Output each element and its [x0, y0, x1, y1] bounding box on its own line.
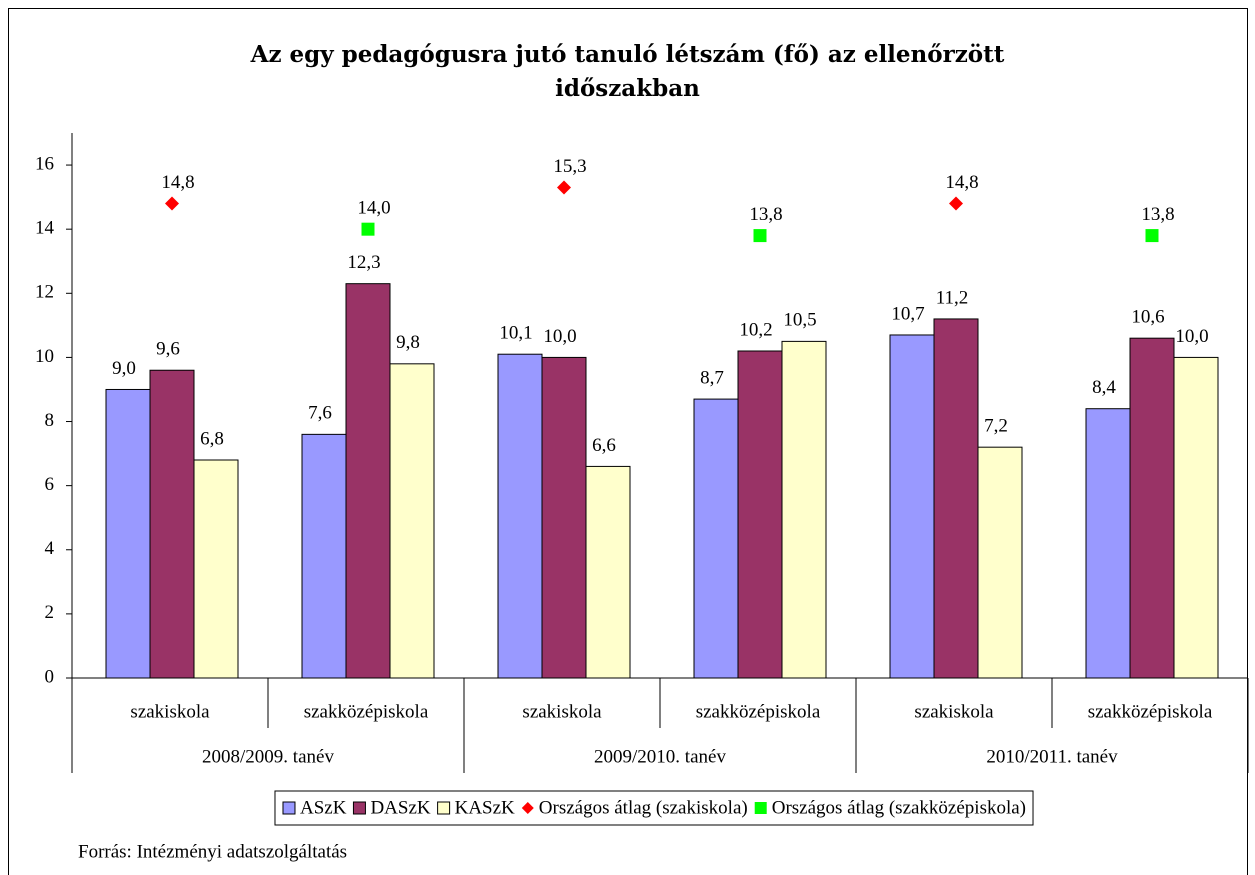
value-label: 14,8 — [161, 172, 194, 193]
value-label: 11,2 — [936, 287, 969, 308]
value-label: 10,6 — [1131, 307, 1164, 328]
legend-swatch — [352, 801, 366, 815]
x-tick-label: szakközépiskola — [304, 701, 429, 722]
bar — [345, 283, 391, 679]
group-label: 2008/2009. tanév — [202, 746, 334, 767]
legend-swatch — [754, 802, 767, 814]
legend-label: Országos átlag (szakiskola) — [539, 797, 748, 818]
x-tick-label: szakközépiskola — [1088, 701, 1213, 722]
y-tick-label: 12 — [35, 282, 54, 303]
marker — [753, 229, 767, 243]
legend-label: Országos átlag (szakközépiskola) — [772, 797, 1026, 818]
y-tick-label: 10 — [35, 346, 54, 367]
value-label: 14,8 — [945, 172, 978, 193]
bar — [977, 446, 1023, 679]
bar — [737, 350, 783, 679]
source-note: Forrás: Intézményi adatszolgáltatás — [78, 841, 347, 862]
bar — [781, 340, 827, 679]
marker — [557, 180, 571, 195]
y-tick-label: 14 — [35, 218, 55, 239]
bar — [585, 465, 631, 679]
legend-swatch — [437, 801, 451, 815]
x-tick-label: szakiskola — [130, 701, 210, 722]
value-label: 10,5 — [783, 310, 816, 331]
chart-frame — [8, 8, 1248, 875]
value-label: 7,2 — [984, 416, 1008, 437]
bar — [1173, 356, 1219, 679]
value-label: 10,0 — [1175, 326, 1208, 347]
marker — [949, 196, 963, 211]
bar — [301, 433, 347, 679]
bar — [933, 318, 979, 679]
bar — [1085, 408, 1131, 679]
legend-label: KASzK — [455, 797, 515, 818]
group-label: 2009/2010. tanév — [594, 746, 726, 767]
value-label: 10,7 — [891, 303, 924, 324]
value-label: 13,8 — [1141, 204, 1174, 225]
value-label: 9,6 — [156, 339, 180, 360]
chart-title: Az egy pedagógusra jutó tanuló létszám (… — [250, 41, 1005, 102]
value-label: 6,8 — [200, 428, 224, 449]
group-label: 2010/2011. tanév — [986, 746, 1118, 767]
bar — [889, 334, 935, 679]
value-label: 14,0 — [357, 198, 390, 219]
bar — [193, 459, 239, 679]
bar — [149, 369, 195, 679]
value-label: 13,8 — [749, 204, 782, 225]
value-label: 12,3 — [347, 252, 380, 273]
bar — [389, 363, 435, 679]
marker — [165, 196, 179, 211]
x-tick-label: szakiskola — [914, 701, 994, 722]
value-label: 10,2 — [739, 319, 772, 340]
value-label: 9,0 — [112, 358, 136, 379]
legend-label: DASzK — [370, 797, 430, 818]
value-label: 10,1 — [499, 323, 532, 344]
value-label: 7,6 — [308, 403, 332, 424]
x-tick-label: szakiskola — [522, 701, 602, 722]
y-tick-label: 4 — [45, 538, 55, 559]
x-tick-label: szakközépiskola — [696, 701, 821, 722]
y-tick-label: 2 — [45, 602, 55, 623]
value-label: 15,3 — [553, 156, 586, 177]
bar — [497, 353, 543, 679]
bar — [541, 356, 587, 679]
marker — [361, 222, 375, 236]
legend-box — [274, 790, 1034, 826]
marker — [1145, 229, 1159, 243]
value-label: 8,7 — [700, 367, 724, 388]
value-label: 10,0 — [543, 326, 576, 347]
legend-swatch — [282, 801, 296, 815]
legend-label: ASzK — [300, 797, 347, 818]
y-tick-label: 16 — [35, 153, 54, 174]
bar — [1129, 337, 1175, 679]
value-label: 6,6 — [592, 435, 616, 456]
value-label: 8,4 — [1092, 377, 1116, 398]
bar — [693, 398, 739, 679]
bar — [105, 388, 151, 679]
value-label: 9,8 — [396, 332, 420, 353]
legend-swatch — [521, 802, 534, 814]
y-tick-label: 8 — [45, 410, 55, 431]
y-tick-label: 6 — [45, 474, 55, 495]
y-tick-label: 0 — [45, 666, 55, 687]
